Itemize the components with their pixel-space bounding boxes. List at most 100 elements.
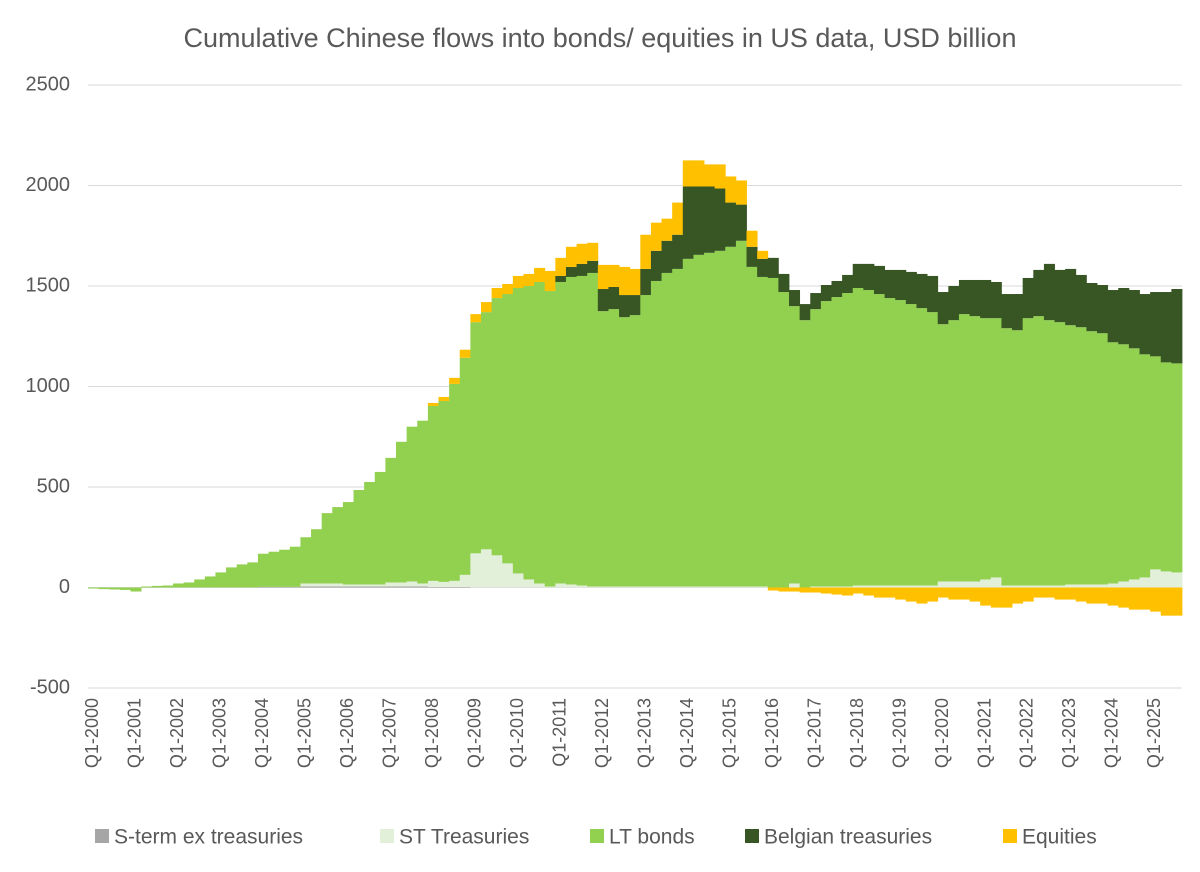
bar-segment (1118, 288, 1130, 345)
y-tick-label: 2500 (26, 73, 71, 95)
bar-segment (661, 586, 673, 588)
bar-segment (735, 180, 747, 205)
bar-segment (980, 587, 992, 606)
bar-segment (1171, 363, 1183, 573)
bar-segment (438, 586, 450, 588)
bar-segment (650, 222, 662, 251)
bar-segment (916, 587, 928, 604)
bar-segment (799, 320, 811, 588)
bar-segment (1012, 585, 1024, 588)
bar-segment (650, 280, 662, 587)
bar-segment (88, 587, 100, 589)
bar-segment (619, 266, 631, 296)
bar-segment (470, 322, 482, 554)
bar-segment (1139, 587, 1151, 610)
bar-segment (682, 258, 694, 587)
bar-segment (342, 584, 354, 587)
bar-segment (396, 441, 408, 583)
bar-segment (406, 586, 418, 588)
bar-segment (1097, 284, 1109, 334)
x-tick-label: Q1-2001 (125, 698, 145, 768)
bar-segment (321, 586, 333, 588)
bar-segment (576, 585, 588, 588)
bar-segment (714, 164, 726, 189)
bar-segment (597, 264, 609, 290)
x-tick-label: Q1-2017 (804, 698, 824, 768)
y-tick-label: 0 (59, 576, 70, 598)
bar-segment (257, 586, 269, 588)
bar-segment (746, 230, 758, 247)
bar-segment (820, 284, 832, 302)
legend-swatch (95, 829, 109, 843)
bar-segment (268, 551, 280, 587)
bar-segment (353, 584, 365, 587)
bar-segment (958, 314, 970, 582)
bar-segment (109, 587, 121, 590)
x-tick-label: Q1-2022 (1017, 698, 1037, 768)
bar-segment (1139, 577, 1151, 588)
bar-segment (406, 581, 418, 587)
x-tick-label: Q1-2025 (1144, 698, 1164, 768)
bar-segment (342, 502, 354, 585)
bar-segment (948, 587, 960, 600)
bar-segment (650, 250, 662, 281)
bar-segment (958, 279, 970, 315)
bar-segment (1033, 269, 1045, 317)
bar-segment (300, 586, 312, 588)
bar-segment (565, 246, 577, 267)
bar-segment (555, 257, 567, 276)
legend-label: S-term ex treasuries (114, 826, 303, 849)
bar-segment (735, 240, 747, 587)
bar-segment (204, 576, 216, 588)
bar-segment (523, 286, 535, 580)
bar-segment (555, 275, 567, 282)
bar-segment (757, 250, 769, 259)
bar-segment (385, 586, 397, 588)
x-tick-label: Q1-2014 (677, 698, 697, 768)
bar-segment (1001, 294, 1013, 329)
bar-segment (789, 583, 801, 588)
bar-segment (1075, 587, 1087, 602)
bar-segment (757, 276, 769, 587)
bar-segment (704, 186, 716, 253)
bar-segment (1043, 587, 1055, 598)
bar-segment (555, 281, 567, 584)
bar-segment (342, 586, 354, 588)
y-tick-label: 1000 (26, 375, 71, 397)
bar-segment (629, 268, 641, 296)
x-tick-label: Q1-2023 (1059, 698, 1079, 768)
bar-segment (385, 582, 397, 587)
x-tick-label: Q1-2015 (719, 698, 739, 768)
bar-segment (820, 586, 832, 588)
bar-segment (1065, 584, 1077, 588)
bar-segment (1150, 292, 1162, 357)
bar-segment (565, 584, 577, 588)
bar-segment (693, 160, 705, 187)
bar-segment (672, 586, 684, 588)
bar-segment (990, 318, 1002, 578)
bar-segment (672, 202, 684, 235)
bar-segment (1033, 316, 1045, 586)
bar-segment (661, 272, 673, 587)
x-tick-label: Q1-2012 (592, 698, 612, 768)
bar-segment (130, 587, 142, 592)
bar-segment (1086, 584, 1098, 588)
bar-segment (948, 320, 960, 582)
bar-segment (332, 586, 344, 588)
bar-segment (1160, 571, 1172, 588)
bar-segment (905, 271, 917, 305)
bar-segment (374, 471, 386, 585)
bar-segment (1150, 587, 1162, 612)
bar-segment (608, 264, 620, 288)
bar-segment (1139, 354, 1151, 578)
bar-segment (1097, 333, 1109, 585)
bar-segment (661, 240, 673, 273)
x-tick-label: Q1-2020 (932, 698, 952, 768)
bar-segment (544, 586, 556, 588)
y-tick-label: 2000 (26, 174, 71, 196)
bar-segment (831, 297, 843, 587)
bar-segment (247, 562, 259, 588)
bar-segment (789, 290, 801, 307)
bar-segment (1150, 569, 1162, 588)
bar-segment (927, 275, 939, 313)
